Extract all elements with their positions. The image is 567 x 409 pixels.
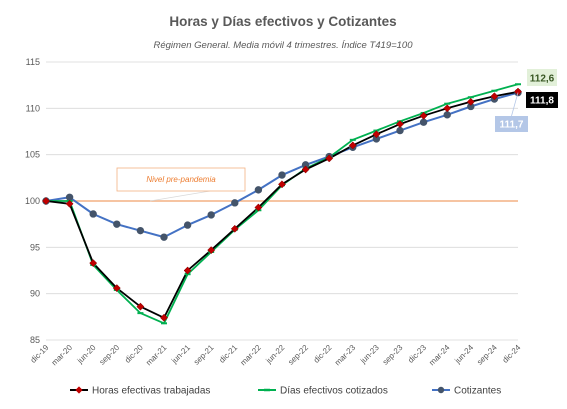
end-label: 111,8 (530, 96, 554, 107)
y-tick-label: 115 (26, 57, 40, 67)
data-point (372, 130, 381, 139)
data-point (160, 313, 168, 322)
data-point (136, 302, 145, 311)
data-point (301, 165, 310, 174)
data-point (183, 221, 192, 229)
data-point (325, 154, 334, 163)
x-tick-label: jun-24 (452, 343, 475, 366)
series-group (42, 83, 522, 325)
y-tick-label: 100 (25, 196, 40, 206)
x-tick-label: sep-24 (475, 343, 499, 367)
reference-label: Nivel pre-pandemia (146, 175, 216, 184)
data-point (278, 180, 286, 189)
data-point (419, 118, 428, 126)
x-tick-label: sep-23 (381, 343, 405, 367)
legend: Horas efectivas trabajadas Días efectivos… (70, 386, 501, 397)
x-tick-label: jun-20 (75, 343, 98, 366)
data-point (230, 224, 239, 233)
y-tick-label: 85 (30, 335, 40, 345)
legend-marker (437, 386, 445, 394)
data-point (514, 87, 522, 96)
x-tick-label: dic-20 (123, 343, 145, 365)
data-point (466, 97, 475, 106)
data-point (278, 171, 286, 179)
y-tick-label: 95 (30, 242, 40, 252)
x-tick-label: dic-24 (501, 343, 523, 365)
x-tick-label: mar-24 (427, 343, 452, 368)
x-tick-label: jun-22 (264, 343, 287, 366)
x-tick-label: sep-22 (286, 343, 310, 367)
chart-title: Horas y Días efectivos y Cotizantes (169, 14, 396, 29)
end-label-leader (511, 92, 519, 117)
end-label-box (527, 69, 557, 86)
data-point (89, 259, 98, 268)
reference-label-leader (149, 190, 211, 202)
x-tick-label: jun-21 (169, 343, 192, 366)
x-tick-label: mar-22 (239, 343, 264, 368)
x-tick-label: jun-23 (358, 343, 381, 366)
data-point (396, 126, 404, 135)
data-point (112, 284, 121, 293)
y-tick-label: 105 (25, 150, 40, 160)
legend-label: Días efectivos cotizados (280, 386, 388, 397)
x-tick-label: dic-22 (312, 343, 334, 365)
data-point (443, 104, 452, 113)
data-point (42, 197, 50, 205)
legend-label: Cotizantes (454, 386, 501, 397)
end-label: 112,6 (530, 74, 555, 85)
x-tick-label: mar-23 (333, 343, 358, 368)
data-point (348, 141, 357, 150)
x-axis-ticks: dic-19 mar-20 jun-20 sep-20 dic-20 mar-21 jun-… (29, 343, 523, 368)
x-tick-label: dic-19 (29, 343, 51, 365)
y-tick-label: 90 (30, 289, 40, 299)
x-tick-label: dic-21 (217, 343, 239, 365)
chart-subtitle: Régimen General. Media móvil 4 trimestre… (154, 40, 414, 51)
end-label-box (495, 116, 528, 132)
data-point (89, 210, 97, 218)
y-tick-label: 110 (26, 103, 40, 113)
end-label-box (526, 92, 558, 108)
reference-label-box (116, 167, 246, 192)
data-point (490, 92, 499, 101)
data-point (65, 199, 74, 208)
data-point (254, 203, 263, 212)
data-point (113, 220, 121, 228)
data-point (207, 211, 215, 219)
x-tick-label: mar-21 (144, 343, 169, 368)
data-point (419, 111, 428, 120)
end-label: 111,7 (500, 120, 524, 131)
data-point (443, 111, 451, 119)
x-tick-label: mar-20 (50, 343, 75, 368)
legend-label: Horas efectivas trabajadas (92, 386, 210, 397)
x-tick-label: sep-20 (98, 343, 122, 367)
x-tick-label: sep-21 (192, 343, 216, 367)
data-point (207, 246, 216, 255)
data-point (183, 266, 192, 275)
x-tick-label: dic-23 (406, 343, 428, 365)
y-axis-ticks: 85 90 95 100 105 110 115 (25, 57, 40, 345)
data-point (231, 199, 239, 207)
data-point (136, 226, 145, 235)
data-point (396, 120, 404, 129)
legend-marker (75, 386, 83, 394)
data-point (254, 186, 263, 194)
data-point (160, 233, 168, 241)
data-point (65, 193, 74, 201)
annotations: Nivel pre-pandemia 112,6 111,8 111,7 (116, 69, 558, 202)
series-line (45, 90, 519, 319)
